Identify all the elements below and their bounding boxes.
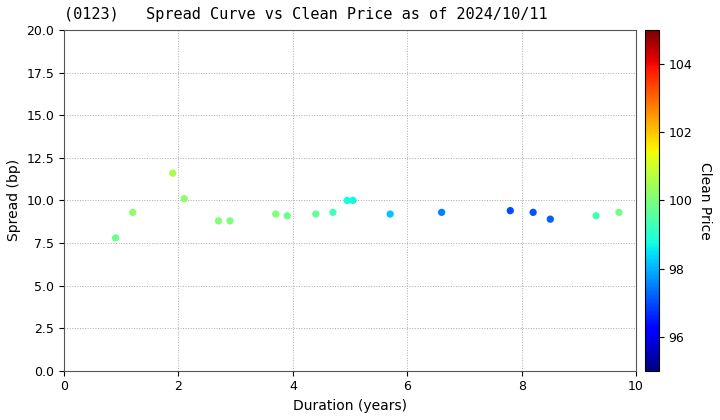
Point [213,218,225,224]
Text: (0123)   Spread Curve vs Clean Price as of 2024/10/11: (0123) Spread Curve vs Clean Price as of… [64,7,548,22]
X-axis label: Duration (years): Duration (years) [293,399,407,413]
Point [127,209,138,216]
Point [179,195,190,202]
Point [224,218,235,224]
Point [527,209,539,216]
Point [327,209,338,216]
Y-axis label: Clean Price: Clean Price [698,162,712,239]
Point [282,213,293,219]
Point [505,207,516,214]
Point [590,213,602,219]
Point [310,211,322,218]
Point [110,234,122,241]
Point [613,209,625,216]
Point [167,170,179,176]
Point [270,211,282,218]
Point [347,197,359,204]
Point [384,211,396,218]
Point [544,216,556,223]
Point [341,197,353,204]
Y-axis label: Spread (bp): Spread (bp) [7,159,21,242]
Point [436,209,447,216]
